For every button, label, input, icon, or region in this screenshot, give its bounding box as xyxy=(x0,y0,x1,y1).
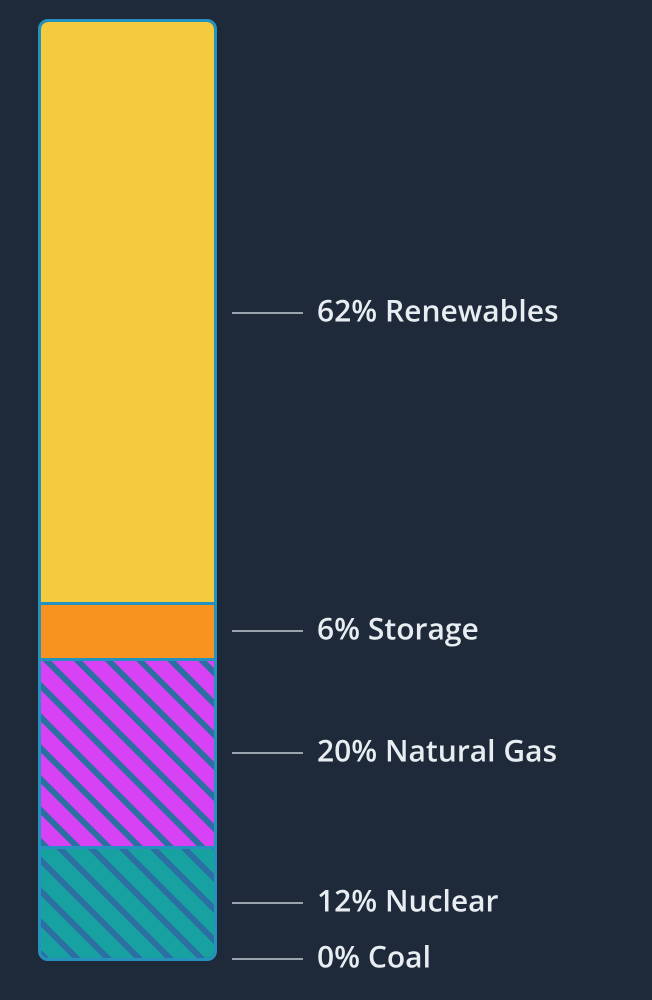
segment-storage xyxy=(41,602,214,658)
segment-renewables xyxy=(41,22,214,602)
label-renewables: 62% Renewables xyxy=(317,290,559,331)
stacked-bar-chart: 62% Renewables 6% Storage 20% Natural Gas 1… xyxy=(0,0,652,1000)
leader-renewables xyxy=(232,312,303,314)
label-coal: 0% Coal xyxy=(317,935,431,976)
label-natural_gas: 20% Natural Gas xyxy=(317,730,557,771)
label-nuclear: 12% Nuclear xyxy=(317,879,498,920)
segment-natural_gas xyxy=(41,658,214,845)
label-storage: 6% Storage xyxy=(317,608,479,649)
segment-nuclear xyxy=(41,846,214,958)
leader-natural_gas xyxy=(232,752,303,754)
leader-nuclear xyxy=(232,902,303,904)
leader-coal xyxy=(232,958,303,960)
leader-storage xyxy=(232,630,303,632)
